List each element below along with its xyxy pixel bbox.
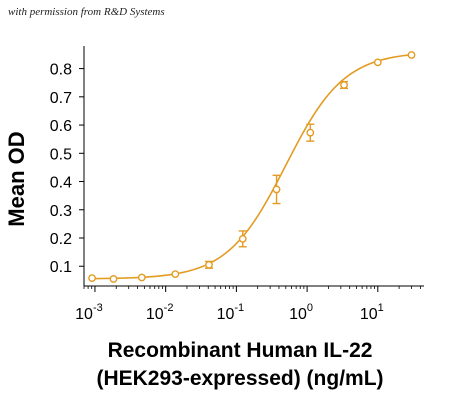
data-point-0 <box>88 274 96 282</box>
x-tick-label-3: 100 <box>289 302 313 323</box>
data-point-4 <box>205 260 213 269</box>
y-tick-label-5: 0.6 <box>50 118 72 135</box>
x-tick-label-2: 10-1 <box>217 302 245 323</box>
x-axis-label-line2: (HEK293-expressed) (ng/mL) <box>96 367 384 390</box>
data-point-9 <box>373 58 382 67</box>
x-tick-label-1: 10-2 <box>146 302 174 323</box>
data-point-8 <box>340 81 348 89</box>
data-point-1 <box>109 275 118 283</box>
data-point-2 <box>137 273 146 282</box>
x-tick-label-0: 10-3 <box>75 302 103 323</box>
data-point-3 <box>171 270 180 279</box>
data-point-6 <box>272 185 281 194</box>
y-tick-label-4: 0.5 <box>50 146 72 163</box>
y-tick-label-2: 0.3 <box>50 203 72 220</box>
fit-curve <box>92 53 412 280</box>
credit-text: with permission from R&D Systems <box>8 6 165 18</box>
y-tick-label-7: 0.8 <box>50 62 72 79</box>
y-tick-label-3: 0.4 <box>50 175 72 192</box>
x-tick-label-4: 101 <box>360 302 384 323</box>
data-point-10 <box>407 51 416 59</box>
data-point-7 <box>306 128 315 137</box>
x-axis-label-line1: Recombinant Human IL-22 <box>107 339 373 362</box>
data-point-5 <box>238 234 247 243</box>
y-axis-label: Mean OD <box>4 131 29 227</box>
y-tick-label-1: 0.2 <box>50 231 72 248</box>
y-tick-label-6: 0.7 <box>50 90 72 107</box>
y-tick-label-0: 0.1 <box>50 259 72 276</box>
